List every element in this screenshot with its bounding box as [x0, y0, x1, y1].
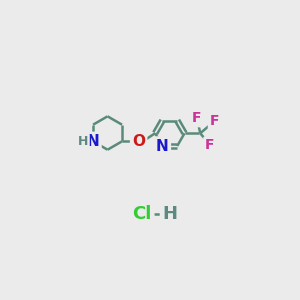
Text: F: F — [210, 114, 219, 128]
Text: F: F — [191, 111, 201, 125]
Text: N: N — [156, 139, 169, 154]
Text: Cl: Cl — [133, 205, 152, 223]
Text: N: N — [87, 134, 100, 149]
Text: H: H — [162, 205, 177, 223]
Text: F: F — [205, 138, 215, 152]
Text: H: H — [77, 135, 88, 148]
Text: O: O — [132, 134, 145, 149]
